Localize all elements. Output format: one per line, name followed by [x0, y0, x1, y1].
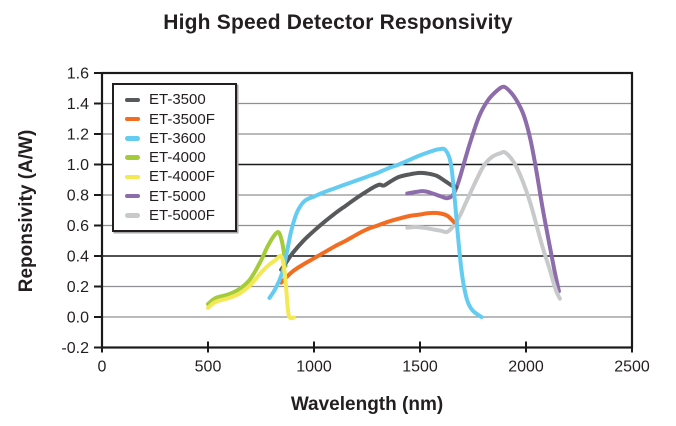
plot-border	[100, 71, 634, 349]
y-tick-label: 0.0	[67, 310, 89, 327]
x-axis-label: Wavelength (nm)	[290, 394, 444, 415]
x-tick-label: 500	[195, 359, 222, 376]
legend-swatch	[125, 193, 140, 199]
legend-label: ET-3500F	[149, 110, 215, 128]
series-ET-4000F	[206, 253, 296, 321]
series-ET-3500F	[279, 210, 456, 285]
series-ET-3500	[279, 170, 459, 272]
chart-title: High Speed Detector Responsivity	[163, 11, 513, 34]
legend-swatch	[125, 136, 140, 141]
y-tick-label: -0.2	[61, 340, 89, 357]
legend-label: ET-5000	[149, 187, 206, 205]
series-ET-3600	[267, 146, 484, 319]
y-tick-label: 0.4	[67, 249, 89, 266]
legend-label: ET-3500	[149, 91, 206, 109]
legend-label: ET-4000F	[149, 168, 215, 186]
legend: ET-3500 ET-3500F ET-3600 ET-4000 ET-4000F ET-…	[112, 83, 237, 232]
legend-swatch	[125, 155, 140, 160]
series-ET-4000	[206, 230, 288, 307]
y-tick-label: 1.0	[67, 157, 89, 174]
legend-label: ET-3600	[149, 129, 206, 147]
legend-item: ET-4000	[125, 150, 235, 165]
y-tick-label: 1.2	[67, 127, 89, 144]
x-tick-label: 1500	[402, 359, 438, 376]
legend-swatch	[125, 174, 140, 179]
legend-label: ET-4000	[149, 149, 206, 166]
x-tick-label: 2500	[614, 359, 650, 376]
legend-item: ET-3500	[125, 92, 235, 107]
series-ET-5000F	[405, 149, 562, 301]
x-tick-label: 0	[98, 359, 107, 376]
y-tick-label: 0.8	[67, 188, 89, 205]
y-tick-label: 0.2	[67, 279, 89, 296]
legend-swatch	[125, 213, 140, 218]
legend-item: ET-3500F	[125, 112, 235, 127]
legend-item: ET-5000F	[125, 208, 235, 223]
y-axis-label: Reponsivity (A/W)	[16, 129, 37, 293]
y-tick-label: 0.6	[67, 218, 89, 235]
legend-item: ET-3600	[125, 131, 235, 146]
series-ET-5000	[405, 84, 561, 294]
legend-label: ET-5000F	[149, 206, 215, 224]
x-tick-label: 2000	[508, 359, 544, 376]
legend-swatch	[125, 97, 140, 102]
y-tick-label: 1.6	[67, 66, 89, 83]
legend-item: ET-5000	[125, 189, 235, 204]
legend-item: ET-4000F	[125, 169, 235, 184]
x-tick-label: 1000	[296, 359, 332, 376]
legend-swatch	[125, 116, 140, 122]
y-tick-label: 1.4	[67, 96, 89, 113]
